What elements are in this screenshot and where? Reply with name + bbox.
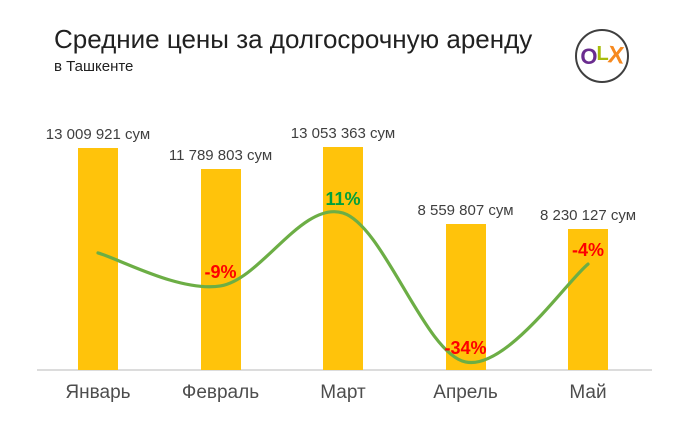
pct-change-label: -4% <box>571 240 604 261</box>
x-axis-line <box>37 369 652 371</box>
value-label: 13 053 363 сум <box>290 125 396 142</box>
month-label: Январь <box>65 382 131 403</box>
chart-title: Средние цены за долгосрочную аренду <box>54 24 533 54</box>
bar-Май <box>568 229 608 370</box>
value-label: 8 230 127 сум <box>539 207 637 224</box>
olx-logo-letter: O <box>580 44 598 69</box>
value-label: 13 009 921 сум <box>45 126 151 143</box>
pct-change-label: 11% <box>325 189 361 209</box>
pct-change-label: -34% <box>444 337 487 358</box>
month-label: Апрель <box>433 382 498 403</box>
bar-Март <box>323 147 363 370</box>
month-label: Февраль <box>181 382 260 403</box>
month-label: Март <box>320 382 366 403</box>
bar-Февраль <box>200 169 241 370</box>
value-label: 11 789 803 сум <box>168 147 273 164</box>
chart-subtitle: в Ташкенте <box>54 58 134 75</box>
olx-logo-letter: L <box>596 43 609 65</box>
month-label: Май <box>569 382 607 403</box>
value-label: 8 559 807 сум <box>417 202 514 219</box>
bar-Апрель <box>445 224 486 370</box>
pct-change-label: -9% <box>204 261 237 282</box>
